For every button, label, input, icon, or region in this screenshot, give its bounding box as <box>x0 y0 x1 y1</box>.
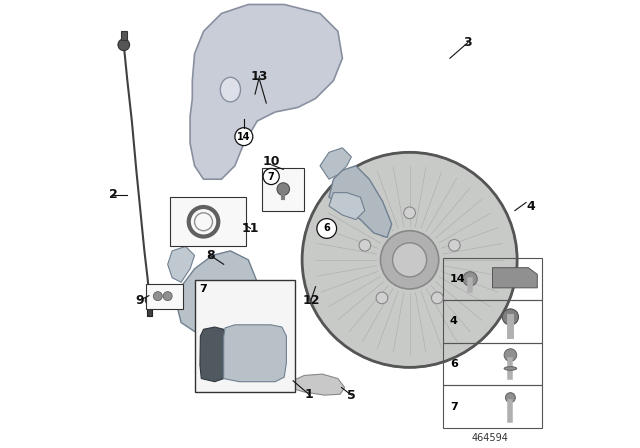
Polygon shape <box>200 327 226 382</box>
Circle shape <box>145 296 154 305</box>
FancyBboxPatch shape <box>146 284 183 309</box>
Text: 7: 7 <box>268 172 275 181</box>
Text: 5: 5 <box>347 388 356 402</box>
Bar <box>443 385 541 428</box>
Text: 2: 2 <box>109 188 117 202</box>
Polygon shape <box>177 251 262 345</box>
Circle shape <box>118 39 130 51</box>
Text: 4: 4 <box>526 199 535 213</box>
Bar <box>443 300 541 343</box>
FancyBboxPatch shape <box>262 168 305 211</box>
Circle shape <box>502 309 518 325</box>
Circle shape <box>463 271 477 286</box>
Polygon shape <box>147 307 152 316</box>
Text: 7: 7 <box>450 401 458 412</box>
Ellipse shape <box>220 77 241 102</box>
Polygon shape <box>168 246 195 282</box>
Polygon shape <box>320 148 351 179</box>
Text: 12: 12 <box>302 293 320 307</box>
Circle shape <box>235 128 253 146</box>
Text: 14: 14 <box>237 132 251 142</box>
Circle shape <box>380 231 439 289</box>
Polygon shape <box>190 4 342 179</box>
Circle shape <box>359 240 371 251</box>
Circle shape <box>195 213 212 231</box>
Circle shape <box>277 183 289 195</box>
Text: 7: 7 <box>264 170 271 180</box>
Polygon shape <box>329 166 392 237</box>
Polygon shape <box>329 193 365 220</box>
Text: 10: 10 <box>263 155 280 168</box>
Polygon shape <box>224 325 287 382</box>
Bar <box>443 343 541 385</box>
Text: 11: 11 <box>242 222 259 235</box>
Text: 6: 6 <box>323 224 330 233</box>
Polygon shape <box>289 374 345 395</box>
Circle shape <box>431 292 443 304</box>
Text: 6: 6 <box>450 359 458 369</box>
Circle shape <box>376 292 388 304</box>
FancyBboxPatch shape <box>195 280 296 392</box>
Text: 464594: 464594 <box>472 433 509 443</box>
Circle shape <box>506 392 515 402</box>
Bar <box>121 31 127 40</box>
FancyBboxPatch shape <box>170 197 246 246</box>
Circle shape <box>263 168 279 185</box>
Ellipse shape <box>504 366 516 370</box>
Text: 14: 14 <box>450 274 465 284</box>
Text: 13: 13 <box>251 69 268 83</box>
Circle shape <box>317 219 337 238</box>
Circle shape <box>392 243 427 277</box>
Bar <box>443 258 541 300</box>
Circle shape <box>163 292 172 301</box>
Circle shape <box>504 349 516 361</box>
Text: 4: 4 <box>450 316 458 327</box>
Text: 3: 3 <box>463 36 472 49</box>
Circle shape <box>449 240 460 251</box>
Circle shape <box>154 292 163 301</box>
Text: 8: 8 <box>206 249 214 262</box>
Polygon shape <box>493 267 538 288</box>
Text: 9: 9 <box>136 293 144 307</box>
Text: 7: 7 <box>200 284 207 294</box>
Circle shape <box>302 152 517 367</box>
Text: 1: 1 <box>305 388 313 401</box>
Circle shape <box>404 207 415 219</box>
